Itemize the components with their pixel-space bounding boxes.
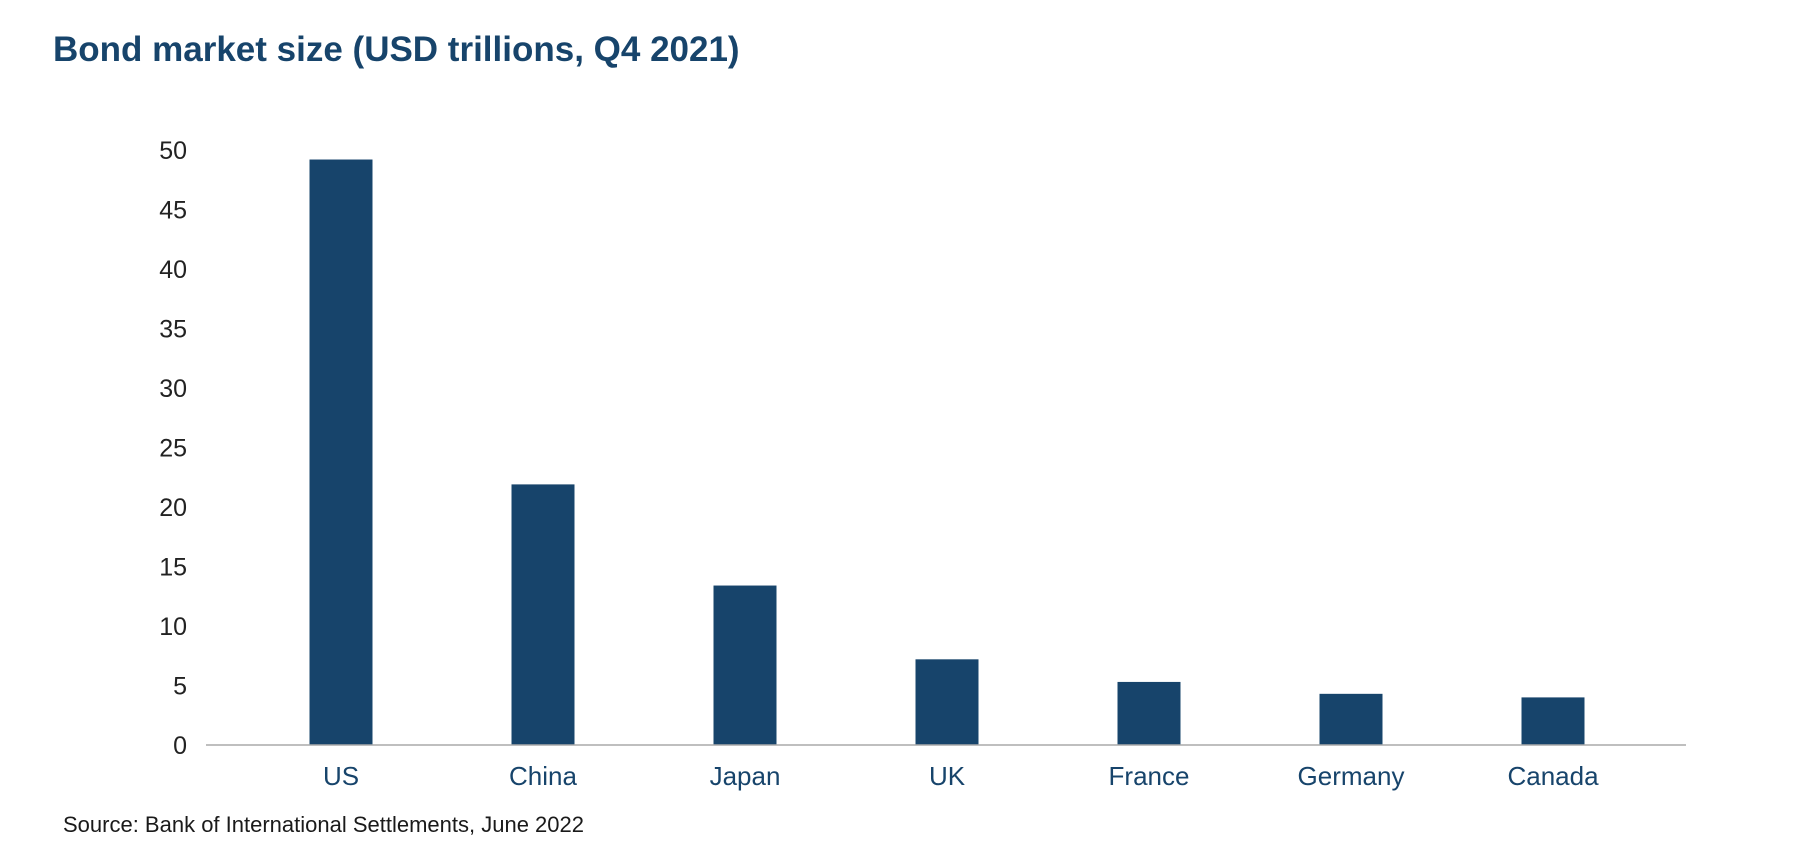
y-tick-label: 10 [159, 613, 187, 641]
x-tick-label-japan: Japan [710, 761, 781, 791]
y-tick-label: 35 [159, 316, 187, 344]
x-tick-label-china: China [509, 761, 577, 791]
bars [309, 159, 1585, 745]
y-tick-label: 30 [159, 375, 187, 403]
y-tick-label: 50 [159, 137, 187, 165]
bar-uk [915, 659, 979, 745]
x-tick-label-us: US [323, 761, 359, 791]
y-tick-label: 5 [173, 673, 187, 701]
y-tick-label: 15 [159, 554, 187, 582]
bar-china [511, 484, 575, 745]
x-tick-label-uk: UK [929, 761, 966, 791]
y-tick-label: 45 [159, 197, 187, 225]
chart-title: Bond market size (USD trillions, Q4 2021… [53, 30, 740, 69]
y-axis-tick-labels: 0 5 10 15 20 25 30 35 40 45 50 [159, 137, 187, 760]
source-note: Source: Bank of International Settlement… [63, 812, 584, 837]
y-tick-label: 0 [173, 732, 187, 760]
y-tick-label: 40 [159, 256, 187, 284]
x-tick-label-france: France [1109, 761, 1190, 791]
x-axis-tick-labels: US China Japan UK France Germany Canada [323, 761, 1599, 791]
y-tick-label: 25 [159, 435, 187, 463]
bar-canada [1521, 697, 1585, 745]
x-tick-label-germany: Germany [1298, 761, 1405, 791]
bar-france [1117, 681, 1181, 745]
bar-japan [713, 585, 777, 745]
bar-us [309, 159, 373, 745]
y-tick-label: 20 [159, 494, 187, 522]
x-tick-label-canada: Canada [1507, 761, 1599, 791]
bar-germany [1319, 693, 1383, 745]
